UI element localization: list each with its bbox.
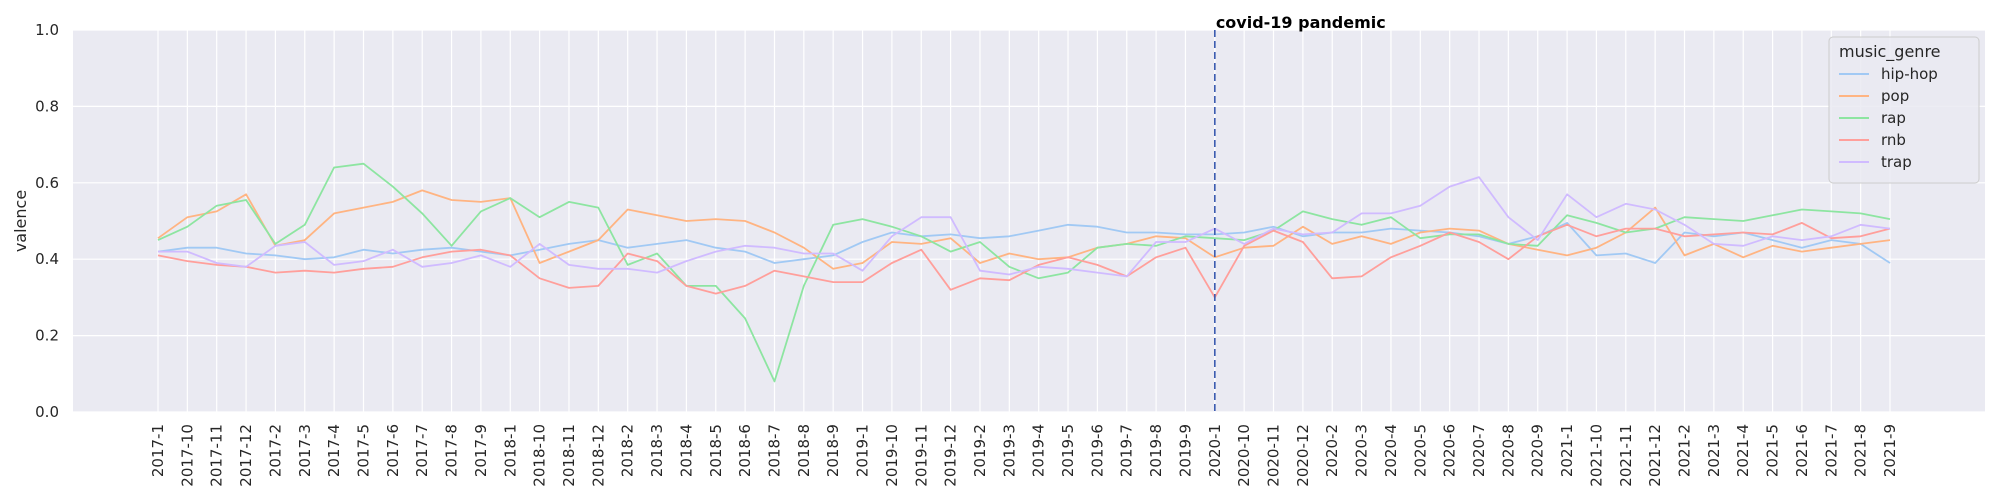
y-tick-label: 0.4 <box>35 250 59 268</box>
y-tick-label: 0.0 <box>35 403 59 421</box>
legend-title: music_genre <box>1839 42 1941 62</box>
x-tick-label: 2019-1 <box>854 424 872 477</box>
x-tick-label: 2019-6 <box>1088 424 1106 477</box>
x-tick-label: 2020-12 <box>1294 424 1312 487</box>
x-tick-label: 2021-3 <box>1705 424 1723 477</box>
x-tick-label: 2017-5 <box>354 424 372 477</box>
legend-label-rnb: rnb <box>1881 131 1906 149</box>
x-tick-label: 2018-11 <box>560 424 578 487</box>
legend-label-rap: rap <box>1881 109 1906 127</box>
x-tick-label: 2020-1 <box>1206 424 1224 477</box>
x-tick-label: 2021-2 <box>1676 424 1694 477</box>
x-tick-label: 2017-11 <box>208 424 226 487</box>
x-tick-label: 2019-5 <box>1059 424 1077 477</box>
x-tick-label: 2021-9 <box>1881 424 1899 477</box>
legend-label-trap: trap <box>1881 153 1912 171</box>
legend-items: hip-hop pop rap rnb trap <box>1839 65 1938 171</box>
x-tick-label: 2018-5 <box>707 424 725 477</box>
series-lines <box>157 162 1891 383</box>
y-tick-label: 0.2 <box>35 327 59 345</box>
series-line-rnb <box>157 221 1891 299</box>
x-tick-label: 2017-1 <box>149 424 167 477</box>
x-tick-label: 2017-7 <box>413 424 431 477</box>
y-tick-label: 0.6 <box>35 174 59 192</box>
plot-background <box>73 30 1985 412</box>
x-tick-label: 2017-2 <box>266 424 284 477</box>
series-line-hip-hop <box>157 221 1891 264</box>
x-tick-label: 2018-3 <box>648 424 666 477</box>
x-tick-label: 2021-5 <box>1764 424 1782 477</box>
x-tick-labels: 2017-1 2017-10 2017-11 2017-12 2017-2 2017-3 2… <box>149 424 1899 487</box>
x-tick-label: 2021-8 <box>1852 424 1870 477</box>
x-tick-label: 2020-5 <box>1411 424 1429 477</box>
y-tick-labels: 0.0 0.2 0.4 0.6 0.8 1.0 <box>35 21 59 421</box>
legend-label-hip-hop: hip-hop <box>1881 65 1938 83</box>
x-tick-label: 2017-10 <box>178 424 196 487</box>
x-tick-label: 2020-11 <box>1265 424 1283 487</box>
x-tick-label: 2021-1 <box>1558 424 1576 477</box>
x-tick-label: 2017-4 <box>325 424 343 477</box>
y-axis-label: valence <box>11 190 30 252</box>
x-tick-label: 2020-8 <box>1499 424 1517 477</box>
x-tick-label: 2019-4 <box>1030 424 1048 477</box>
x-tick-label: 2019-12 <box>942 424 960 487</box>
x-tick-label: 2020-9 <box>1529 424 1547 477</box>
x-tick-label: 2017-12 <box>237 424 255 487</box>
x-tick-label: 2021-12 <box>1646 424 1664 487</box>
x-tick-label: 2018-1 <box>501 424 519 477</box>
grid-lines <box>73 29 1985 413</box>
x-tick-label: 2019-9 <box>1176 424 1194 477</box>
x-tick-label: 2017-8 <box>443 424 461 477</box>
x-tick-label: 2020-7 <box>1470 424 1488 477</box>
x-tick-label: 2017-6 <box>384 424 402 477</box>
x-tick-label: 2017-3 <box>296 424 314 477</box>
x-tick-label: 2018-12 <box>589 424 607 487</box>
x-tick-label: 2018-4 <box>677 424 695 477</box>
x-tick-label: 2020-4 <box>1382 424 1400 477</box>
x-tick-label: 2018-10 <box>531 424 549 487</box>
x-tick-label: 2019-7 <box>1118 424 1136 477</box>
y-tick-label: 1.0 <box>35 21 59 39</box>
x-tick-label: 2018-6 <box>736 424 754 477</box>
covid-annotation: covid-19 pandemic <box>1214 13 1386 412</box>
x-tick-label: 2021-6 <box>1793 424 1811 477</box>
x-tick-label: 2021-7 <box>1822 424 1840 477</box>
x-tick-label: 2017-9 <box>472 424 490 477</box>
series-line-trap <box>158 176 1891 278</box>
legend: music_genre hip-hop pop rap rnb trap <box>1828 36 1980 184</box>
x-tick-label: 2018-7 <box>765 424 783 477</box>
x-tick-label: 2019-11 <box>912 424 930 487</box>
x-tick-label: 2019-3 <box>1000 424 1018 477</box>
x-tick-label: 2019-8 <box>1147 424 1165 477</box>
x-tick-label: 2018-8 <box>795 424 813 477</box>
x-tick-label: 2018-2 <box>619 424 637 477</box>
x-tick-label: 2018-9 <box>824 424 842 477</box>
x-tick-label: 2020-3 <box>1353 424 1371 477</box>
covid-annotation-text: covid-19 pandemic <box>1216 13 1386 32</box>
x-tick-label: 2019-2 <box>971 424 989 477</box>
x-tick-label: 2020-6 <box>1441 424 1459 477</box>
x-tick-label: 2020-10 <box>1235 424 1253 487</box>
x-tick-label: 2021-4 <box>1734 424 1752 477</box>
legend-label-pop: pop <box>1881 87 1909 105</box>
x-tick-label: 2021-11 <box>1617 424 1635 487</box>
y-tick-label: 0.8 <box>35 97 59 115</box>
x-tick-label: 2020-2 <box>1323 424 1341 477</box>
series-line-pop <box>157 189 1891 270</box>
x-tick-label: 2019-10 <box>883 424 901 487</box>
x-tick-label: 2021-10 <box>1587 424 1605 487</box>
